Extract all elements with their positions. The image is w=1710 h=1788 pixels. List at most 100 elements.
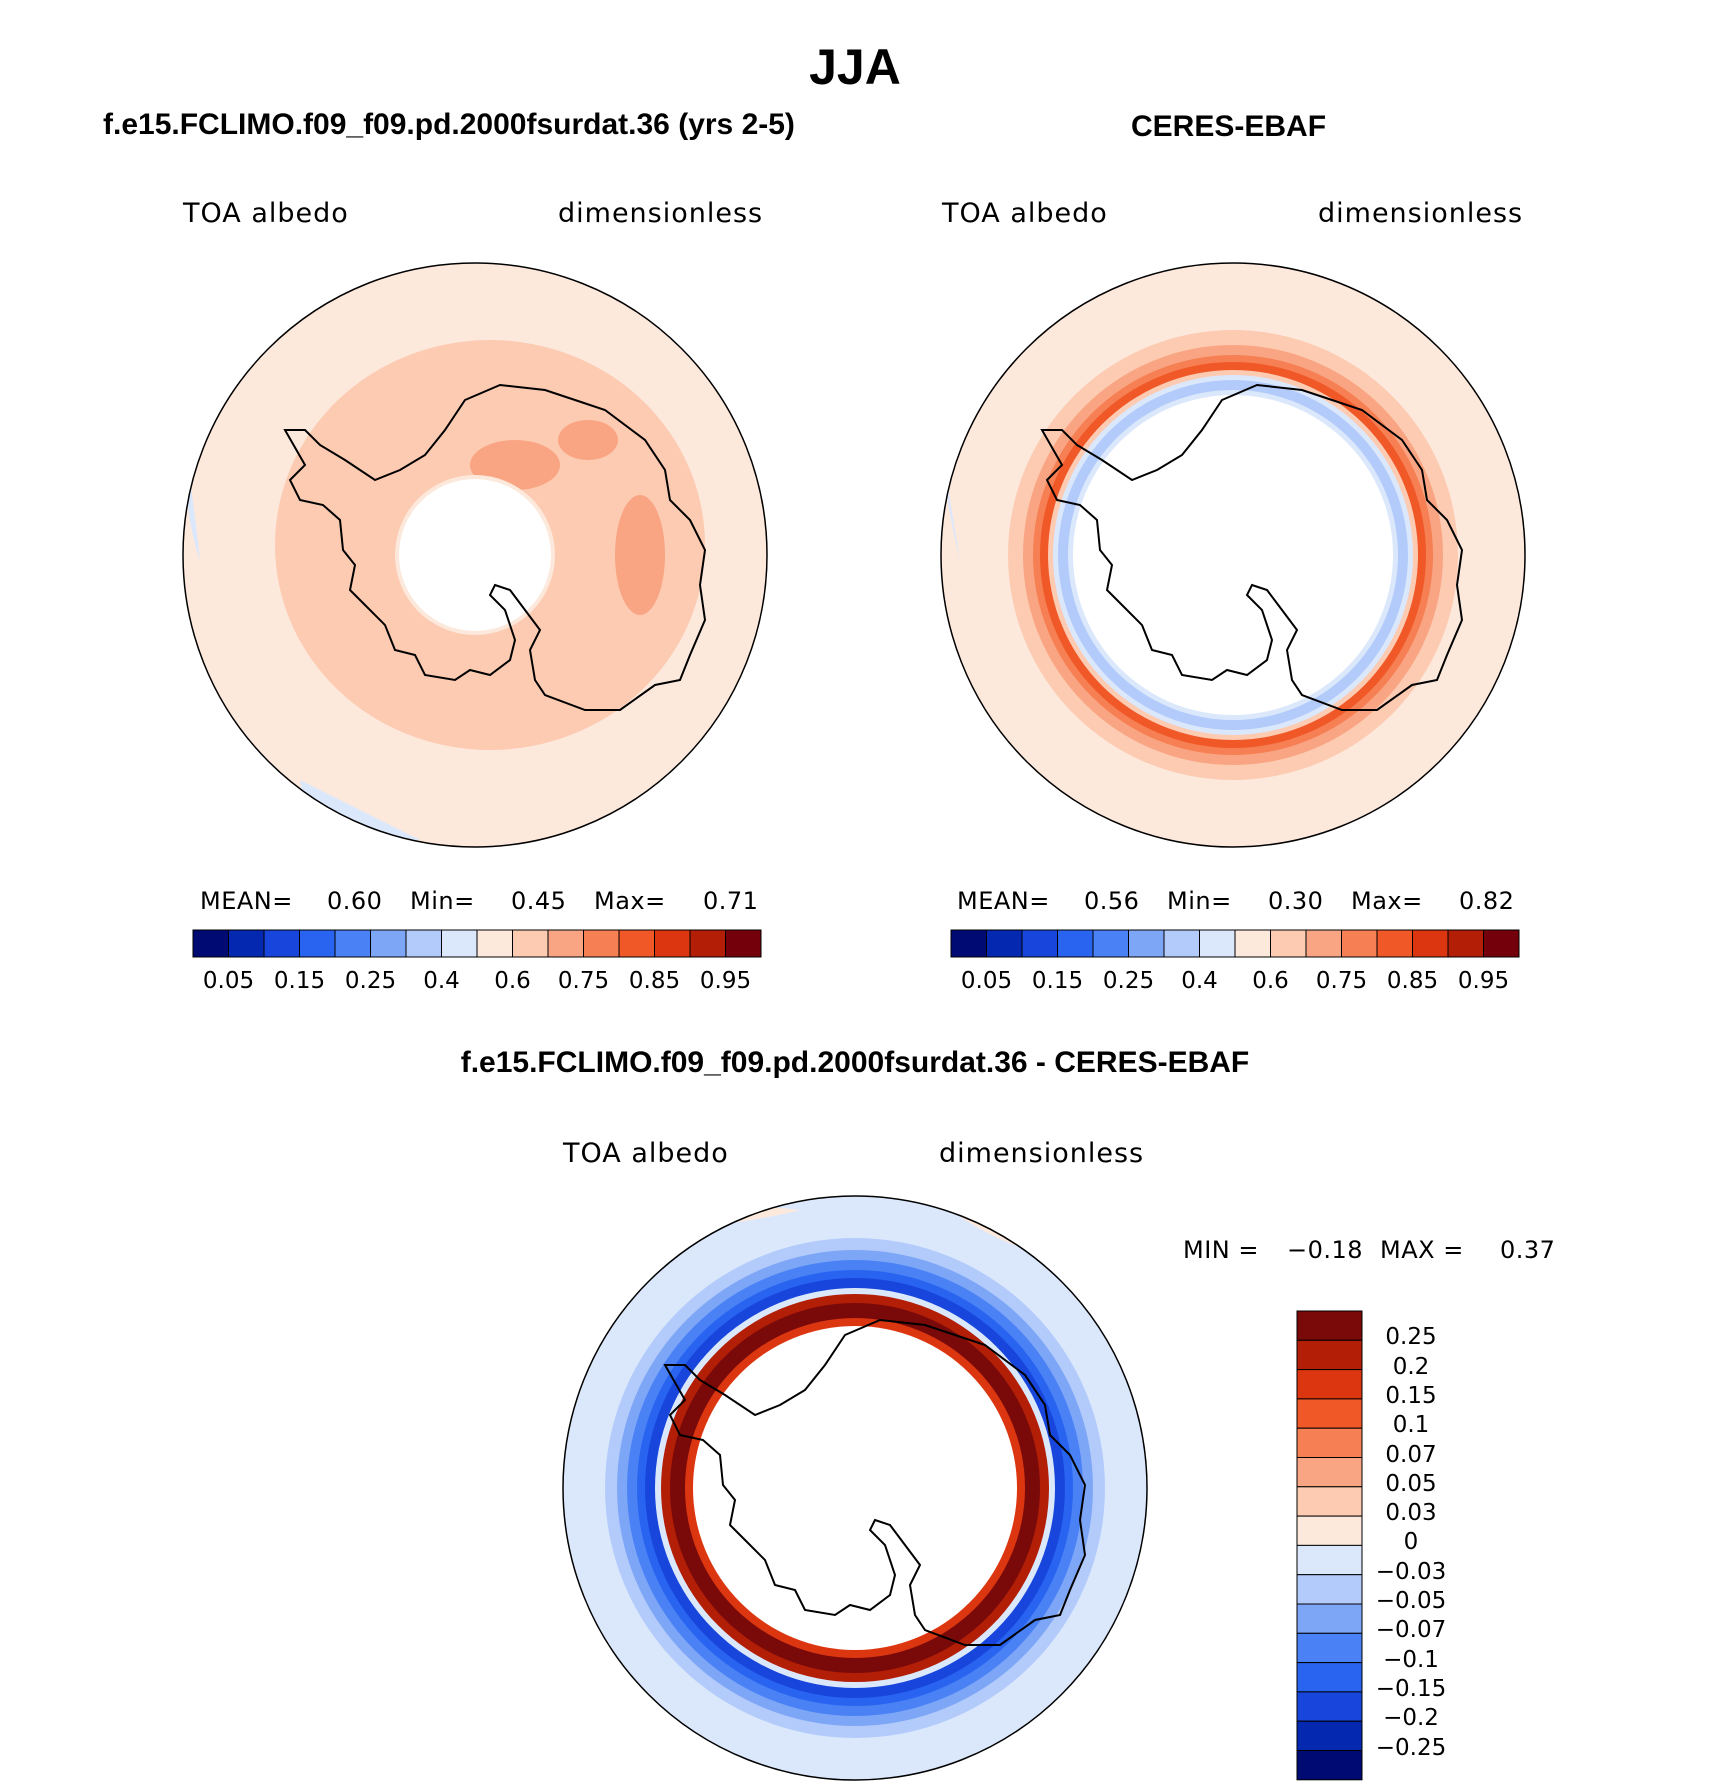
- diff-colorbar-swatch: [1296, 1310, 1363, 1341]
- diff-colorbar-swatch: [1296, 1339, 1363, 1371]
- obs-colorbar-swatch: [950, 929, 987, 958]
- model-colorbar-swatch: [370, 929, 407, 958]
- model-mean-label: MEAN=: [200, 887, 293, 915]
- model-colorbar-swatch: [725, 929, 762, 958]
- diff-colorbar-swatch: [1296, 1720, 1363, 1751]
- obs-colorbar-tick-label: 0.15: [1031, 968, 1084, 994]
- diff-colorbar-swatch: [1296, 1427, 1363, 1458]
- model-colorbar-tick-label: 0.15: [273, 968, 326, 994]
- obs-max-label: Max=: [1351, 887, 1423, 915]
- model-map: [182, 262, 768, 848]
- model-colorbar-tick-label: 0.95: [699, 968, 752, 994]
- diff-colorbar-tick-label: −0.25: [1375, 1734, 1447, 1761]
- model-colorbar-swatch: [299, 929, 336, 958]
- obs-colorbar-swatch: [1305, 929, 1342, 958]
- diff-colorbar-tick-label: 0.25: [1385, 1324, 1437, 1351]
- diff-colorbar-swatch: [1296, 1691, 1363, 1722]
- diff-colorbar-swatch: [1296, 1632, 1363, 1664]
- model-colorbar-tick-label: 0.05: [202, 968, 255, 994]
- obs-colorbar-swatch: [1447, 929, 1484, 958]
- obs-mean-label: MEAN=: [957, 887, 1050, 915]
- diff-colorbar-swatch: [1296, 1603, 1363, 1634]
- obs-colorbar-swatch: [1092, 929, 1129, 958]
- model-colorbar-tick-label: 0.75: [557, 968, 610, 994]
- diff-colorbar-swatch: [1296, 1486, 1363, 1517]
- model-min-label: Min=: [410, 887, 475, 915]
- obs-colorbar-swatch: [1270, 929, 1307, 958]
- obs-variable-label: TOA albedo: [942, 198, 1108, 229]
- obs-colorbar-tick-label: 0.6: [1252, 968, 1289, 994]
- obs-mean-value: 0.56: [1084, 887, 1140, 915]
- model-colorbar-tick-label: 0.85: [628, 968, 681, 994]
- model-colorbar: [192, 929, 762, 958]
- model-colorbar-swatch: [441, 929, 478, 958]
- diff-colorbar-tick-label: 0.15: [1385, 1382, 1437, 1409]
- diff-min-value: −0.18: [1287, 1236, 1364, 1264]
- diff-colorbar: [1296, 1310, 1363, 1781]
- diff-colorbar-tick-label: −0.1: [1383, 1646, 1439, 1673]
- model-colorbar-swatch: [618, 929, 655, 958]
- obs-colorbar-swatch: [1199, 929, 1236, 958]
- model-variable-label: TOA albedo: [183, 198, 349, 229]
- obs-colorbar-tick-label: 0.95: [1457, 968, 1510, 994]
- model-colorbar-swatch: [583, 929, 620, 958]
- obs-panel-title: CERES-EBAF: [1131, 110, 1327, 143]
- model-colorbar-swatch: [405, 929, 442, 958]
- obs-colorbar-swatch: [1412, 929, 1449, 958]
- diff-colorbar-tick-label: −0.2: [1383, 1705, 1439, 1732]
- model-colorbar-tick-label: 0.25: [344, 968, 397, 994]
- diff-colorbar-tick-label: 0.05: [1385, 1470, 1437, 1497]
- model-colorbar-tick-label: 0.4: [423, 968, 460, 994]
- obs-max-value: 0.82: [1459, 887, 1515, 915]
- diff-colorbar-swatch: [1296, 1544, 1363, 1576]
- diff-colorbar-swatch: [1296, 1574, 1363, 1605]
- obs-colorbar: [950, 929, 1520, 958]
- diff-max-label: MAX =: [1380, 1236, 1464, 1264]
- model-colorbar-swatch: [334, 929, 371, 958]
- diff-min-label: MIN =: [1183, 1236, 1259, 1264]
- model-colorbar-swatch: [547, 929, 584, 958]
- diff-variable-label: TOA albedo: [563, 1138, 729, 1169]
- model-colorbar-swatch: [654, 929, 691, 958]
- diff-colorbar-tick-label: −0.03: [1375, 1558, 1447, 1585]
- obs-units-label: dimensionless: [1318, 198, 1524, 229]
- obs-colorbar-tick-label: 0.85: [1386, 968, 1439, 994]
- diff-colorbar-tick-label: 0: [1403, 1529, 1419, 1556]
- diff-max-value: 0.37: [1500, 1236, 1556, 1264]
- diff-colorbar-tick-label: 0.1: [1392, 1412, 1430, 1439]
- obs-colorbar-swatch: [1341, 929, 1378, 958]
- obs-colorbar-swatch: [1376, 929, 1413, 958]
- model-colorbar-swatch: [228, 929, 265, 958]
- model-panel-title: f.e15.FCLIMO.f09_f09.pd.2000fsurdat.36 (…: [103, 108, 795, 141]
- diff-colorbar-tick-label: −0.05: [1375, 1588, 1447, 1614]
- diff-colorbar-swatch: [1296, 1662, 1363, 1693]
- diff-colorbar-tick-label: −0.15: [1375, 1675, 1447, 1702]
- diff-colorbar-swatch: [1296, 1369, 1363, 1400]
- obs-colorbar-swatch: [1128, 929, 1165, 958]
- diff-colorbar-tick-label: 0.2: [1392, 1353, 1430, 1380]
- obs-colorbar-swatch: [1021, 929, 1058, 958]
- model-units-label: dimensionless: [558, 198, 764, 229]
- obs-colorbar-tick-label: 0.05: [960, 968, 1013, 994]
- diff-colorbar-swatch: [1296, 1457, 1363, 1488]
- diff-colorbar-tick-label: 0.07: [1385, 1441, 1437, 1468]
- obs-colorbar-tick-label: 0.75: [1315, 968, 1368, 994]
- diff-colorbar-tick-label: −0.07: [1375, 1617, 1447, 1644]
- model-colorbar-swatch: [263, 929, 300, 958]
- obs-min-label: Min=: [1167, 887, 1232, 915]
- model-colorbar-swatch: [192, 929, 229, 958]
- diff-panel-title: f.e15.FCLIMO.f09_f09.pd.2000fsurdat.36 -…: [460, 1046, 1250, 1079]
- model-colorbar-tick-label: 0.6: [494, 968, 531, 994]
- obs-min-value: 0.30: [1268, 887, 1324, 915]
- figure-title: JJA: [809, 39, 901, 95]
- model-colorbar-swatch: [512, 929, 549, 958]
- obs-colorbar-swatch: [1057, 929, 1094, 958]
- model-min-value: 0.45: [511, 887, 567, 915]
- obs-colorbar-swatch: [1234, 929, 1271, 958]
- obs-colorbar-tick-label: 0.25: [1102, 968, 1155, 994]
- obs-colorbar-swatch: [1483, 929, 1520, 958]
- model-mean-value: 0.60: [327, 887, 383, 915]
- obs-colorbar-tick-label: 0.4: [1181, 968, 1218, 994]
- model-colorbar-swatch: [476, 929, 513, 958]
